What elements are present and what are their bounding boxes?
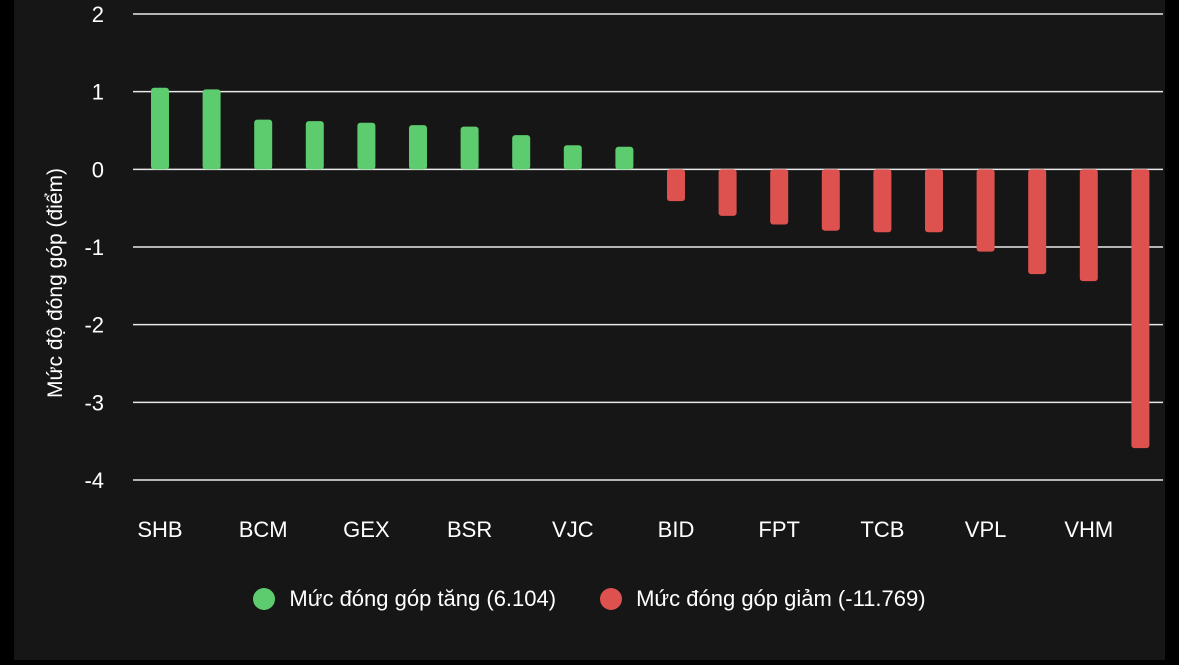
y-tick-label: 2: [92, 2, 104, 27]
bar: [873, 169, 892, 233]
bar: [718, 169, 737, 216]
legend-item-increase[interactable]: Mức đóng góp tăng (6.104): [253, 586, 556, 612]
bar: [667, 169, 685, 202]
x-tick-label: VPL: [965, 517, 1007, 542]
bar: [357, 122, 376, 170]
x-tick-label: VHM: [1064, 517, 1113, 542]
y-axis-title: Mức độ đóng góp (điểm): [44, 168, 67, 398]
legend: Mức đóng góp tăng (6.104) Mức đóng góp g…: [0, 586, 1179, 612]
bar: [1028, 169, 1047, 275]
bar: [409, 125, 427, 170]
bar: [976, 169, 995, 252]
x-tick-label: TCB: [860, 517, 904, 542]
bar: [151, 87, 169, 170]
y-tick-label: 1: [92, 80, 104, 105]
bar: [460, 126, 479, 170]
bar: [615, 146, 634, 170]
bar: [254, 119, 273, 170]
y-tick-label: -3: [84, 390, 104, 415]
y-tick-label: 0: [92, 157, 104, 182]
x-tick-label: BSR: [447, 517, 492, 542]
bar: [770, 169, 789, 225]
x-tick-label: BCM: [239, 517, 288, 542]
legend-swatch-decrease: [600, 588, 623, 610]
legend-item-decrease[interactable]: Mức đóng góp giảm (-11.769): [600, 586, 926, 612]
bar: [1131, 169, 1150, 449]
x-tick-label: FPT: [758, 517, 800, 542]
legend-label-decrease: Mức đóng góp giảm (-11.769): [636, 586, 926, 611]
legend-label-increase: Mức đóng góp tăng (6.104): [289, 586, 557, 611]
bar: [202, 89, 221, 170]
legend-swatch-increase: [253, 588, 276, 610]
bar: [305, 121, 324, 170]
bar: [821, 169, 840, 231]
bar: [1079, 169, 1098, 282]
x-tick-label: SHB: [137, 517, 182, 542]
x-tick-label: GEX: [343, 517, 390, 542]
y-tick-label: -2: [84, 313, 104, 338]
y-tick-label: -4: [84, 468, 104, 493]
x-tick-label: BID: [658, 517, 695, 542]
x-tick-label: VJC: [552, 517, 594, 542]
bar: [512, 135, 531, 170]
bar: [925, 169, 943, 233]
bar: [563, 145, 582, 170]
y-tick-label: -1: [84, 235, 104, 260]
